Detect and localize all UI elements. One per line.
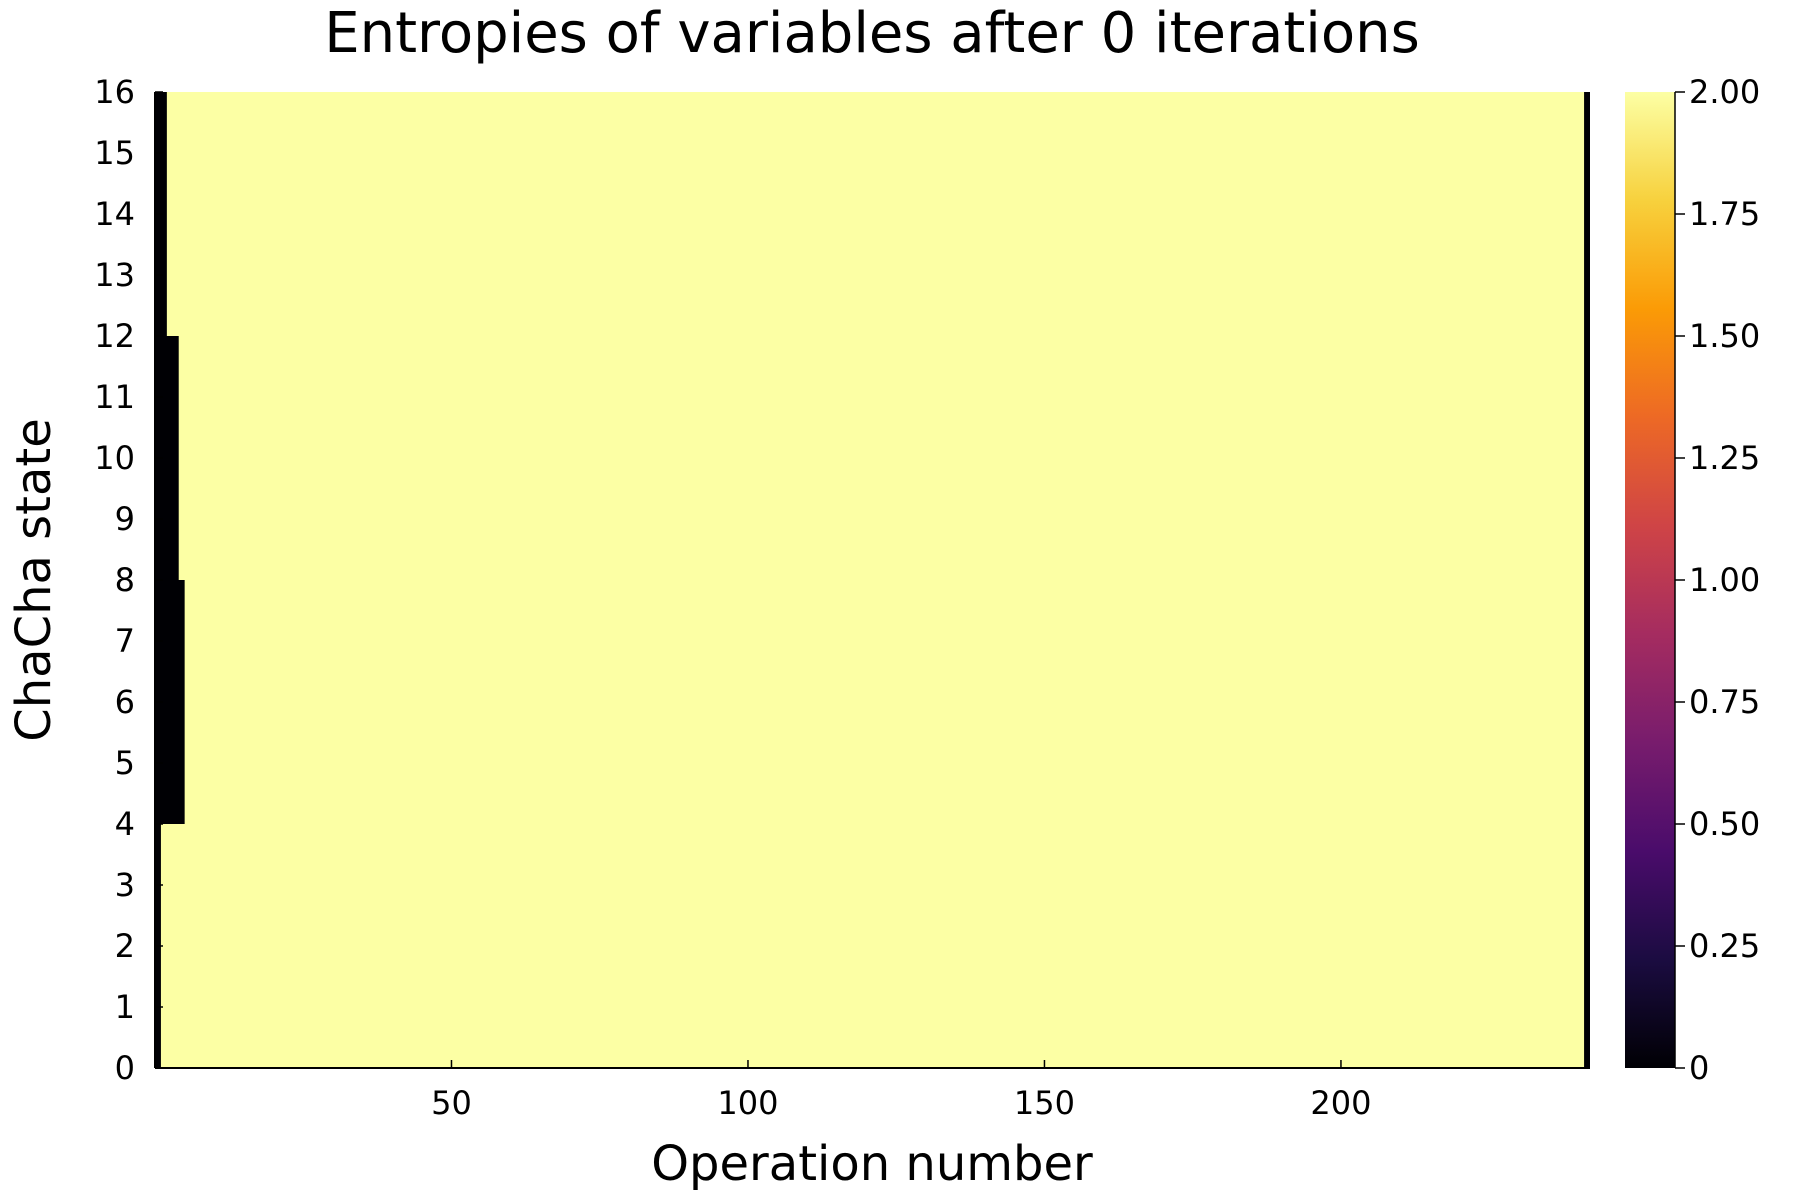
y-tick-label: 16 [94, 73, 135, 111]
x-tick-label: 100 [717, 1084, 778, 1122]
y-tick-label: 4 [115, 805, 135, 843]
colorbar-tick-label: 0.25 [1689, 927, 1760, 965]
plot-area [154, 92, 1590, 1069]
y-tick-label: 3 [115, 866, 135, 904]
y-tick-label: 7 [115, 622, 135, 660]
colorbar-tick-label: 1.00 [1689, 561, 1760, 599]
y-tick-label: 12 [94, 317, 135, 355]
colorbar-gradient [1625, 92, 1675, 1068]
x-axis-label: Operation number [651, 1136, 1093, 1192]
y-axis-label: ChaCha state [6, 418, 62, 742]
y-tick-label: 6 [115, 683, 135, 721]
y-tick-label: 1 [115, 988, 135, 1026]
colorbar-tick-label: 1.50 [1689, 317, 1760, 355]
y-tick-label: 14 [94, 195, 135, 233]
y-tick-label: 2 [115, 927, 135, 965]
y-tick-label: 10 [94, 439, 135, 477]
y-tick-label: 0 [115, 1049, 135, 1087]
y-tick-label: 9 [115, 500, 135, 538]
colorbar-tick-label: 0.75 [1689, 683, 1760, 721]
chart-title: Entropies of variables after 0 iteration… [324, 1, 1420, 66]
colorbar-tick-label: 2.00 [1689, 73, 1760, 111]
heatmap-background [155, 92, 1590, 1068]
x-tick-label: 50 [431, 1084, 472, 1122]
y-tick-label: 8 [115, 561, 135, 599]
x-tick-label: 200 [1310, 1084, 1371, 1122]
colorbar-tick-label: 1.25 [1689, 439, 1760, 477]
heatmap-cell-region-4 [1584, 92, 1590, 1068]
y-tick-label: 13 [94, 256, 135, 294]
y-tick-label: 15 [94, 134, 135, 172]
colorbar-tick-label: 0.50 [1689, 805, 1760, 843]
colorbar-tick-label: 0 [1689, 1049, 1709, 1087]
colorbar: 0 0.25 0.50 0.75 1.00 1.25 1.50 1.75 2.00 [1625, 73, 1760, 1087]
x-tick-label: 150 [1014, 1084, 1075, 1122]
y-tick-label: 11 [94, 378, 135, 416]
colorbar-tick-label: 1.75 [1689, 195, 1760, 233]
x-axis-ticks: 50 100 150 200 [431, 1060, 1371, 1122]
y-tick-label: 5 [115, 744, 135, 782]
